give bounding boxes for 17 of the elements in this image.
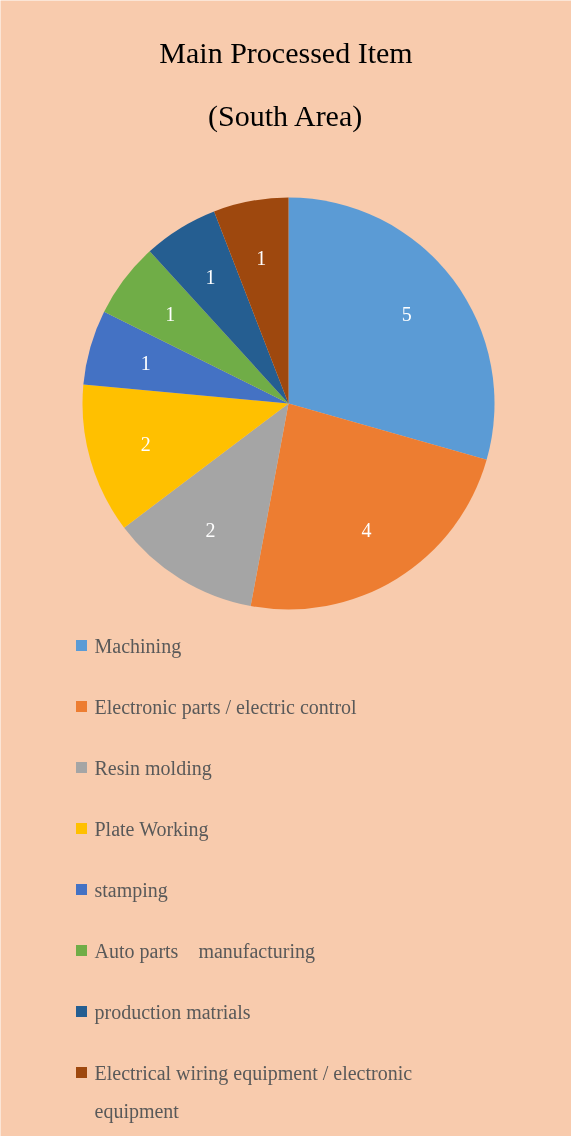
data-label: 2: [205, 518, 216, 541]
legend-label: Plate Working: [94, 817, 209, 841]
chart-title: Main Processed Item (South Area): [159, 36, 413, 133]
legend-label: Electrical wiring equipment / electronic equipment: [94, 1061, 413, 1123]
legend-label: Machining: [94, 634, 182, 658]
data-label: 4: [361, 518, 372, 541]
data-label: 1: [165, 303, 176, 326]
data-label: 1: [256, 246, 267, 269]
legend-label: stamping: [94, 878, 168, 902]
legend-label: production matrials: [94, 1000, 251, 1024]
legend-label: Resin molding: [94, 756, 212, 780]
data-label: 2: [140, 433, 151, 456]
data-label: 5: [401, 303, 412, 326]
legend-label: Electronic parts / electric control: [94, 695, 358, 719]
legend-label: Auto parts manufacturing: [94, 939, 315, 963]
data-label: 1: [205, 266, 216, 289]
data-label: 1: [140, 351, 151, 374]
